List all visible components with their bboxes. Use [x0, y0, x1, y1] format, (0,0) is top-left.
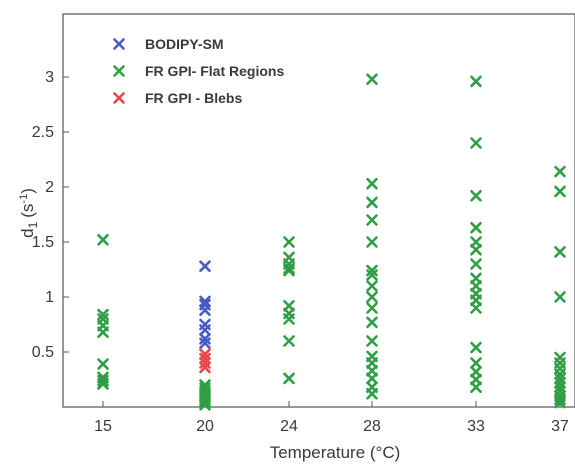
data-point [366, 372, 378, 385]
data-point [366, 291, 378, 303]
data-point [199, 260, 211, 273]
data-point [366, 269, 378, 281]
data-point [199, 324, 211, 336]
y-axis-unit-exponent: -1 [18, 194, 30, 204]
x-tick-label: 33 [467, 418, 485, 435]
data-point [470, 137, 482, 149]
data-point [366, 73, 378, 85]
data-point [470, 258, 482, 270]
y-tick-label: 2.5 [32, 124, 54, 141]
data-point [97, 358, 109, 370]
y-axis-symbol: d [18, 228, 37, 237]
y-tick-label: 2 [45, 179, 54, 196]
y-tick-label: 1 [45, 289, 54, 306]
data-point [554, 165, 566, 178]
data-point [554, 291, 566, 303]
y-axis: 0.5 1 1.5 2 2.5 3 [32, 69, 69, 361]
x-tick-label: 24 [280, 418, 298, 435]
legend-marker [113, 65, 125, 77]
legend: BODIPY-SM FR GPI- Flat Regions FR GPI - Bl… [113, 36, 284, 106]
legend-entry: FR GPI - Blebs [145, 90, 242, 106]
y-axis-subscript: 1 [26, 221, 40, 228]
y-axis-unit-close: ) [18, 188, 37, 194]
data-point [470, 302, 482, 314]
y-tick-label: 3 [45, 69, 54, 86]
data-point [283, 236, 295, 248]
y-axis-label: d1 (s-1) [18, 188, 40, 238]
data-point [283, 264, 295, 277]
legend-entry: BODIPY-SM [145, 36, 224, 52]
data-point [283, 313, 295, 325]
legend-entry: FR GPI- Flat Regions [145, 63, 284, 79]
plot-area [62, 13, 575, 408]
data-point [97, 234, 109, 246]
data-point [470, 243, 482, 256]
data-point [366, 335, 378, 347]
data-point [199, 337, 211, 350]
legend-marker [113, 38, 125, 50]
data-point [470, 190, 482, 202]
data-point [366, 196, 378, 209]
data-point [199, 361, 211, 374]
data-point [470, 357, 482, 369]
data-point [366, 316, 378, 329]
data-point [366, 280, 378, 292]
x-tick-label: 20 [196, 418, 214, 435]
data-point [199, 398, 211, 411]
x-tick-label: 37 [551, 418, 569, 435]
data-point [97, 326, 109, 339]
data-point [366, 214, 378, 226]
data-point [366, 177, 378, 190]
legend-marker [113, 92, 125, 104]
data-point [97, 374, 109, 387]
data-point [283, 372, 295, 385]
data-point [554, 246, 566, 258]
data-point [470, 221, 482, 234]
data-point [470, 341, 482, 354]
data-point [283, 262, 295, 275]
x-axis: 15 20 24 28 33 37 [94, 401, 569, 435]
data-point [554, 396, 566, 409]
data-point [366, 387, 378, 400]
data-points [97, 73, 566, 411]
data-point [97, 378, 109, 390]
data-point [199, 295, 211, 308]
y-tick-label: 1.5 [32, 234, 54, 251]
y-tick-label: 0.5 [32, 344, 54, 361]
data-point [199, 396, 211, 409]
data-point [470, 75, 482, 88]
data-point [366, 236, 378, 248]
x-axis-label: Temperature (°C) [270, 443, 401, 462]
data-point [554, 393, 566, 406]
data-point [366, 302, 378, 314]
x-tick-label: 28 [363, 418, 381, 435]
data-point [283, 335, 295, 347]
data-point [554, 185, 566, 198]
y-axis-unit: (s [18, 204, 37, 218]
x-tick-label: 15 [94, 418, 112, 435]
data-point [470, 381, 482, 394]
data-point [199, 304, 211, 317]
